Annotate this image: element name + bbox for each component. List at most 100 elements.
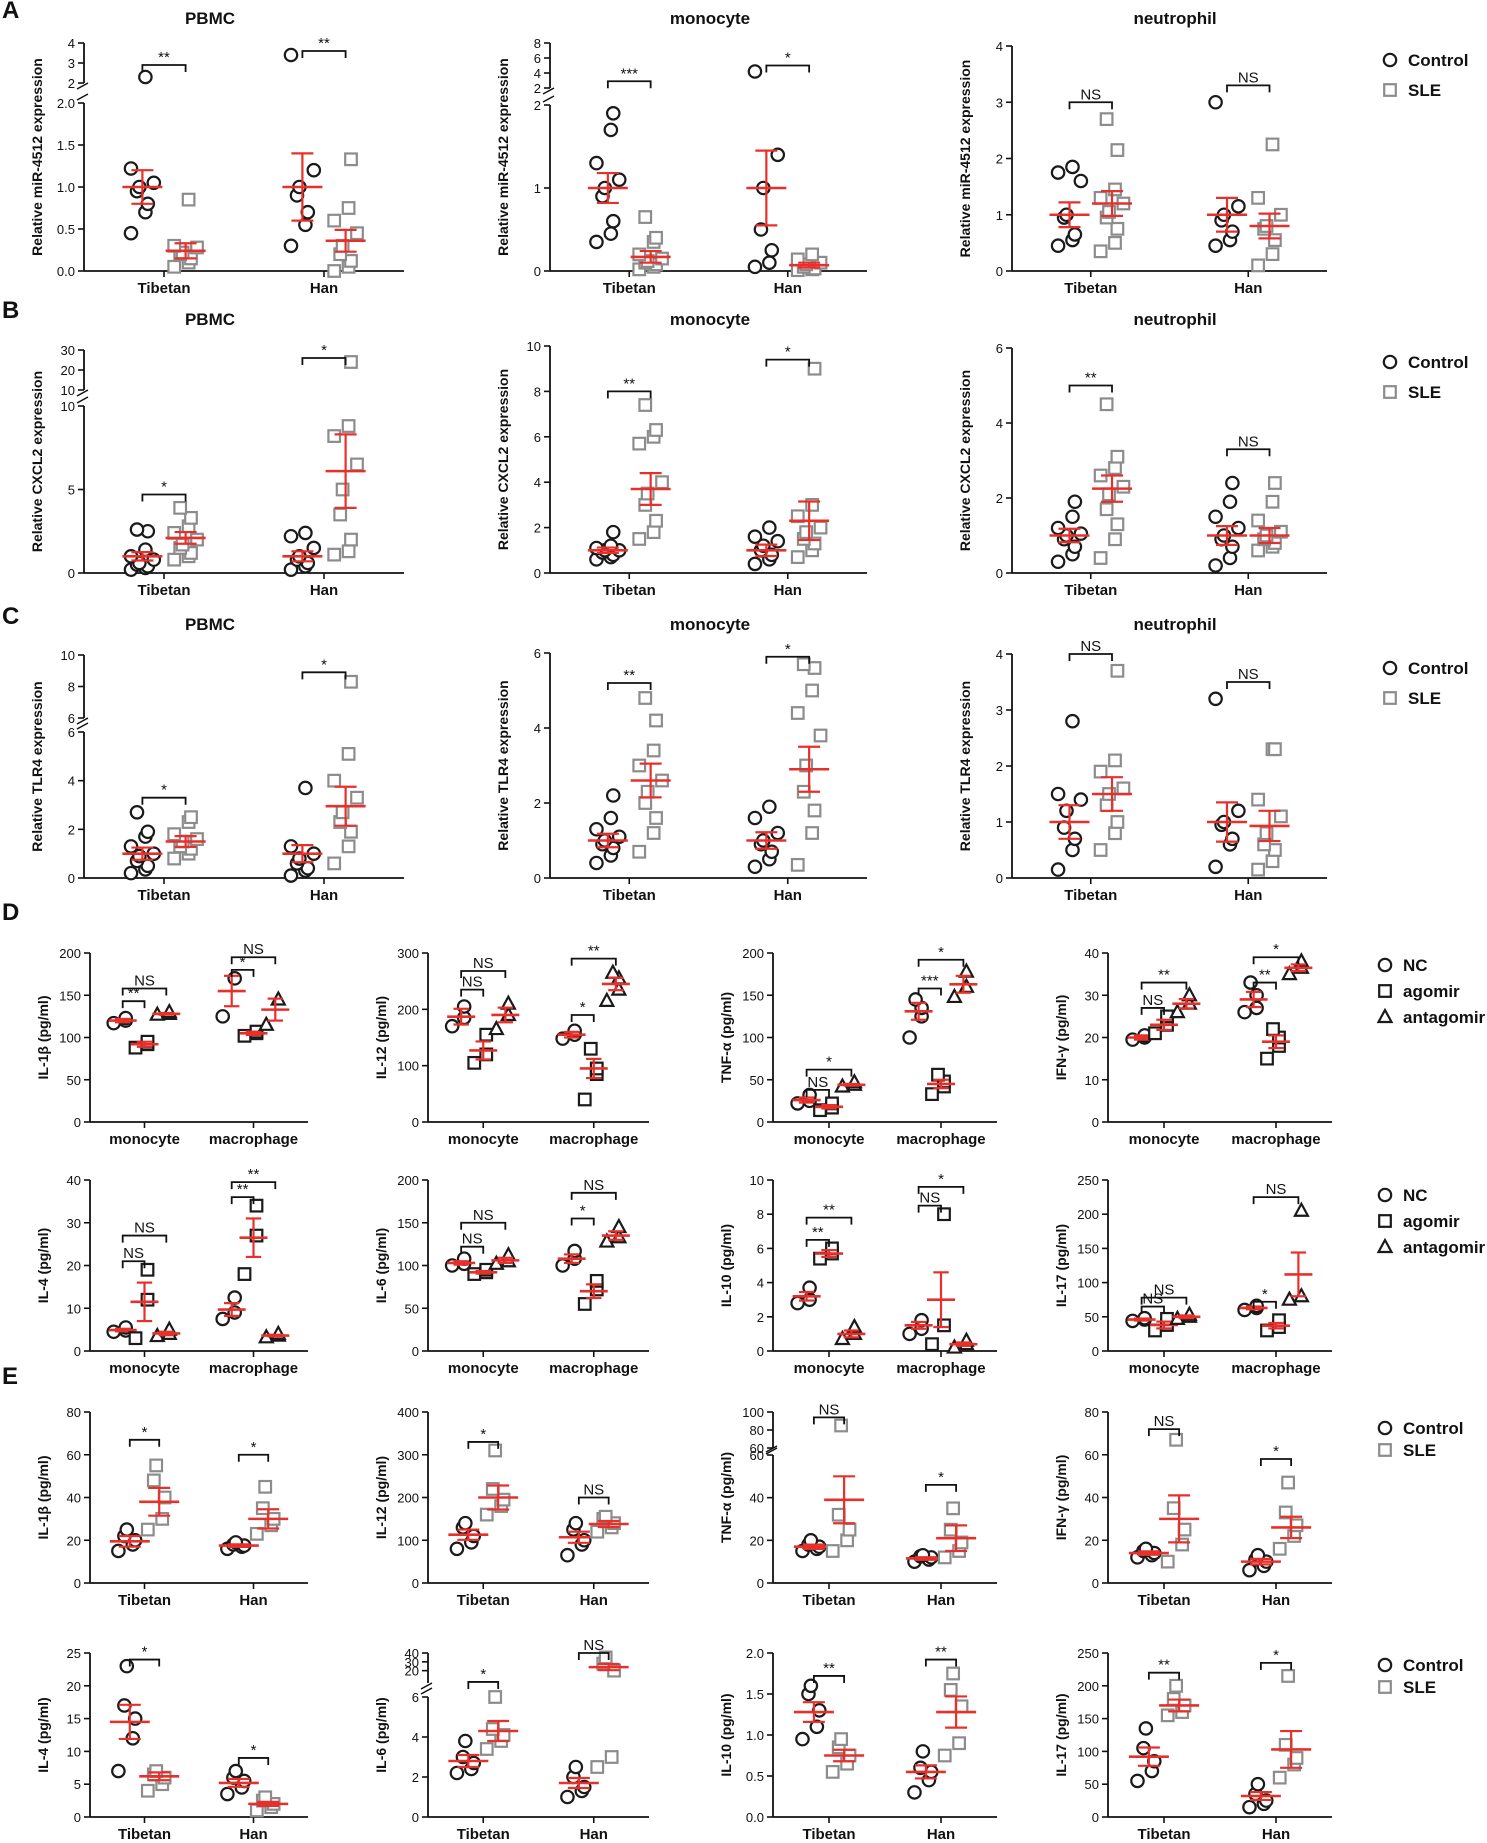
data-point (123, 865, 139, 881)
y-tick-label: 10 (61, 648, 75, 663)
data-point (937, 1550, 952, 1565)
data-point (298, 780, 313, 796)
y-tick-label: 50 (1085, 1777, 1099, 1792)
legend-label: Control (1403, 1656, 1463, 1675)
data-point (1181, 985, 1198, 1002)
significance-bracket (121, 1234, 168, 1243)
y-tick-label: 200 (397, 1002, 419, 1017)
significance-bracket (230, 969, 255, 977)
significance-label: * (142, 1424, 148, 1441)
y-tick-label: 100 (1077, 1744, 1099, 1759)
significance-bracket (1259, 1661, 1293, 1670)
significance-label: * (1273, 1443, 1279, 1460)
significance-label: * (480, 1426, 486, 1443)
significance-bracket (301, 671, 347, 680)
data-point (167, 259, 182, 274)
data-point (449, 1765, 465, 1781)
x-tick-label: monocyte (794, 1131, 865, 1148)
data-point (943, 1682, 958, 1697)
legend-label: SLE (1408, 689, 1441, 708)
y-tick-label: 3 (996, 95, 1003, 110)
significance-label: *** (921, 972, 939, 989)
chart-E2: 0 100 200 300 400 IL-12 (pg/ml) Tibetan Han * NS (373, 1405, 649, 1609)
data-point (1208, 238, 1223, 253)
data-point (456, 999, 472, 1014)
data-point (1222, 494, 1238, 510)
y-tick-label: 60 (750, 1448, 764, 1463)
data-point (638, 691, 653, 705)
data-point (946, 987, 963, 1004)
y-axis-label: IL-17 (pg/ml) (1053, 1693, 1069, 1776)
legend-marker (1378, 1214, 1392, 1228)
legend-marker (1382, 354, 1398, 370)
data-point (946, 1666, 961, 1681)
data-point (954, 1699, 969, 1714)
chart-D8: 0 50 100 150 200 250 IL-17 (pg/ml) monocyte macr… (1053, 1173, 1332, 1377)
x-tick-label: Tibetan (603, 582, 656, 599)
y-tick-label: 2 (996, 152, 1003, 167)
data-point (190, 532, 204, 547)
legend-marker (1382, 660, 1398, 676)
data-point (1110, 663, 1125, 678)
data-point (1293, 1201, 1310, 1217)
x-tick-label: macrophage (209, 1131, 298, 1148)
x-tick-label: Han (580, 1826, 608, 1843)
data-point (138, 542, 153, 557)
data-point (123, 161, 139, 176)
y-tick-label: 0.5 (746, 1769, 764, 1784)
chart-D4: 0 10 20 30 40 IFN-γ (pg/ml) monocyte macrophage… (1053, 941, 1332, 1148)
significance-bracket (141, 493, 187, 502)
data-point (1160, 1554, 1175, 1569)
data-point (327, 547, 342, 562)
data-point (249, 1228, 264, 1243)
significance-bracket (1068, 101, 1113, 110)
data-point (1274, 207, 1288, 222)
y-tick-label: 30 (61, 343, 75, 358)
data-point (215, 1009, 230, 1024)
data-point (167, 552, 182, 567)
legend-B: Control SLE (1382, 353, 1468, 402)
y-tick-label: 80 (67, 1405, 81, 1420)
data-point (1169, 1432, 1184, 1447)
y-tick-label: 25 (67, 1646, 81, 1661)
data-point (1110, 143, 1125, 157)
significance-bracket (301, 50, 347, 58)
data-point (1065, 159, 1080, 175)
data-point (111, 1543, 126, 1559)
data-point (1065, 509, 1080, 525)
chart-A3: neutrophil 0 1 2 3 4 Relative miR-4512 express… (957, 9, 1327, 297)
data-point (335, 482, 350, 497)
significance-label: ** (128, 985, 140, 1002)
y-axis-label: IFN-γ (pg/ml) (1053, 1455, 1069, 1541)
data-point (283, 528, 299, 544)
y-tick-label: 3 (68, 56, 75, 71)
x-tick-label: Han (239, 1592, 267, 1609)
y-tick-label: 2 (996, 491, 1003, 506)
data-point (350, 226, 364, 241)
data-point (458, 1733, 473, 1749)
significance-label: NS (473, 955, 494, 972)
y-tick-label: 100 (742, 1405, 764, 1420)
significance-bracket (121, 1000, 146, 1009)
legend-label: antagomir (1403, 1238, 1486, 1257)
data-point (155, 1511, 170, 1526)
data-point (1169, 1002, 1186, 1019)
data-point (1231, 803, 1246, 819)
significance-bracket (141, 796, 187, 805)
chart-B2: monocyte 0 2 4 6 8 10 Relative CXCL2 expression… (495, 310, 867, 599)
y-axis-label: IL-1β (pg/ml) (35, 1456, 51, 1540)
y-tick-label: 8 (757, 1207, 764, 1222)
y-tick-label: 0 (412, 1344, 419, 1359)
data-point (1050, 862, 1066, 877)
data-point (560, 1547, 575, 1563)
significance-bracket (1259, 1458, 1293, 1467)
data-point (583, 1041, 598, 1056)
significance-label: NS (1238, 433, 1259, 450)
data-point (958, 977, 975, 993)
data-point (444, 1018, 460, 1034)
data-point (488, 1443, 503, 1458)
y-tick-label: 2 (757, 1310, 764, 1325)
data-point (1073, 173, 1089, 189)
y-tick-label: 50 (750, 1073, 764, 1088)
x-tick-label: macrophage (209, 1360, 298, 1377)
